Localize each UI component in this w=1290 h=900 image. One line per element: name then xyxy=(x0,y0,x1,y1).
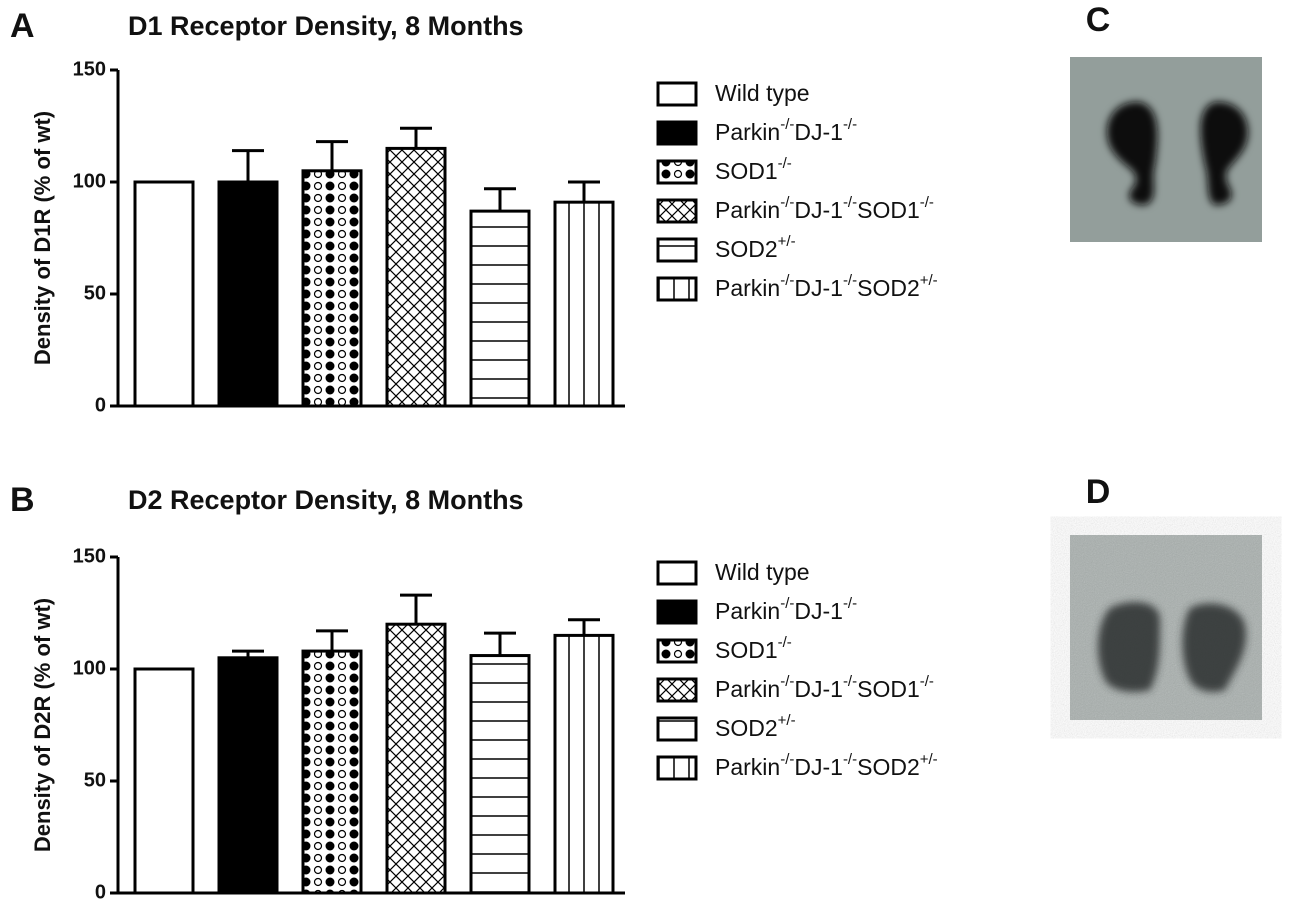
legend-entry: SOD2+/- xyxy=(715,233,796,262)
bar xyxy=(555,635,613,893)
legend-text: Wild type xyxy=(715,559,810,585)
legend-text: DJ-1 xyxy=(794,119,843,145)
legend-text: DJ-1 xyxy=(794,598,843,624)
legend-text: Parkin xyxy=(715,197,780,223)
legend-text: SOD2 xyxy=(857,275,920,301)
legend-superscript: -/- xyxy=(780,673,794,690)
legend-text: DJ-1 xyxy=(794,275,843,301)
legend-superscript: -/- xyxy=(920,673,934,690)
legend-swatch xyxy=(658,679,696,701)
legend-text: DJ-1 xyxy=(794,754,843,780)
legend-entry: Parkin-/-DJ-1-/-SOD1-/- xyxy=(715,673,934,702)
bar xyxy=(135,182,193,406)
legend-text: SOD1 xyxy=(715,637,778,663)
legend-superscript: +/- xyxy=(778,712,796,729)
legend-superscript: -/- xyxy=(843,194,857,211)
legend-swatch xyxy=(658,757,696,779)
legend-text: Parkin xyxy=(715,275,780,301)
y-tick-label: 0 xyxy=(95,394,106,416)
y-tick-label: 150 xyxy=(73,58,106,80)
legend-swatch xyxy=(658,83,696,105)
autoradiograph-d xyxy=(1070,535,1262,720)
autoradiograph-c xyxy=(1070,57,1262,242)
y-tick-label: 100 xyxy=(73,170,106,192)
bar xyxy=(471,211,529,406)
y-tick-label: 150 xyxy=(73,545,106,567)
bar xyxy=(471,656,529,893)
chart-title: D2 Receptor Density, 8 Months xyxy=(128,485,524,515)
legend-superscript: -/- xyxy=(843,116,857,133)
legend-entry: Wild type xyxy=(715,559,810,585)
legend-text: SOD1 xyxy=(857,197,920,223)
legend-superscript: -/- xyxy=(920,194,934,211)
legend-text: SOD1 xyxy=(715,158,778,184)
legend-text: Parkin xyxy=(715,598,780,624)
legend-superscript: -/- xyxy=(843,272,857,289)
y-axis-label: Density of D1R (% of wt) xyxy=(30,111,55,365)
legend-text: SOD2 xyxy=(857,754,920,780)
y-tick-label: 100 xyxy=(73,657,106,679)
legend-superscript: -/- xyxy=(780,751,794,768)
legend-swatch xyxy=(658,640,696,662)
legend-entry: Parkin-/-DJ-1-/-SOD2+/- xyxy=(715,272,938,301)
legend-entry: Wild type xyxy=(715,80,810,106)
panel-label: C xyxy=(1086,1,1111,39)
legend-entry: Parkin-/-DJ-1-/- xyxy=(715,595,857,624)
legend-superscript: -/- xyxy=(843,673,857,690)
panel-label: D xyxy=(1086,473,1111,511)
legend-text: DJ-1 xyxy=(794,676,843,702)
legend-superscript: -/- xyxy=(778,155,792,172)
legend-text: SOD2 xyxy=(715,715,778,741)
legend-swatch xyxy=(658,601,696,623)
legend-entry: SOD1-/- xyxy=(715,634,792,663)
legend-entry: Parkin-/-DJ-1-/-SOD2+/- xyxy=(715,751,938,780)
legend-swatch xyxy=(658,718,696,740)
y-axis-label: Density of D2R (% of wt) xyxy=(30,598,55,852)
legend-superscript: +/- xyxy=(778,233,796,250)
legend-superscript: -/- xyxy=(843,751,857,768)
legend-swatch xyxy=(658,161,696,183)
legend-text: Parkin xyxy=(715,119,780,145)
legend-swatch xyxy=(658,278,696,300)
legend-swatch xyxy=(658,239,696,261)
legend-entry: Parkin-/-DJ-1-/-SOD1-/- xyxy=(715,194,934,223)
panel-label: A xyxy=(10,7,35,45)
bar xyxy=(387,624,445,893)
legend-superscript: -/- xyxy=(780,272,794,289)
legend-entry: SOD2+/- xyxy=(715,712,796,741)
panel-label: B xyxy=(10,481,35,519)
y-tick-label: 50 xyxy=(84,282,106,304)
legend-superscript: -/- xyxy=(780,116,794,133)
y-tick-label: 0 xyxy=(95,881,106,900)
bar xyxy=(303,171,361,406)
legend-entry: SOD1-/- xyxy=(715,155,792,184)
bar xyxy=(387,148,445,406)
legend-text: SOD1 xyxy=(857,676,920,702)
legend-text: SOD2 xyxy=(715,236,778,262)
y-tick-label: 50 xyxy=(84,769,106,791)
legend-text: Parkin xyxy=(715,754,780,780)
bar xyxy=(219,658,277,893)
legend-superscript: +/- xyxy=(920,272,938,289)
legend-entry: Parkin-/-DJ-1-/- xyxy=(715,116,857,145)
bar xyxy=(219,182,277,406)
legend-superscript: -/- xyxy=(843,595,857,612)
legend-superscript: +/- xyxy=(920,751,938,768)
bar xyxy=(555,202,613,406)
chart-title: D1 Receptor Density, 8 Months xyxy=(128,11,524,41)
legend-text: Wild type xyxy=(715,80,810,106)
bar xyxy=(303,651,361,893)
legend-swatch xyxy=(658,562,696,584)
legend-superscript: -/- xyxy=(780,194,794,211)
legend-text: Parkin xyxy=(715,676,780,702)
legend-superscript: -/- xyxy=(780,595,794,612)
legend-text: DJ-1 xyxy=(794,197,843,223)
legend-swatch xyxy=(658,200,696,222)
legend-swatch xyxy=(658,122,696,144)
figure: A D1 Receptor Density, 8 Months Density of… xyxy=(0,0,1290,900)
bar xyxy=(135,669,193,893)
legend-superscript: -/- xyxy=(778,634,792,651)
